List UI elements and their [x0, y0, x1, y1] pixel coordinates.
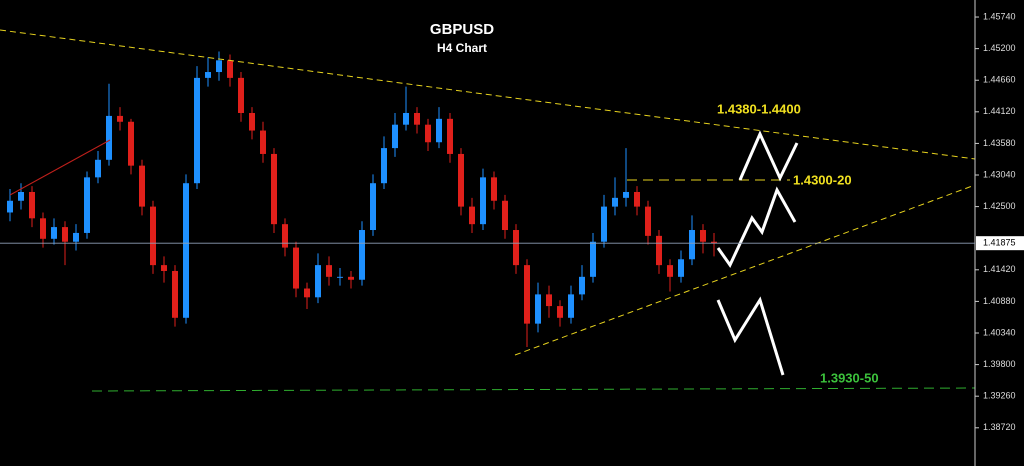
- y-tick-label: 1.43580: [983, 138, 1016, 148]
- candle-body: [447, 118, 453, 154]
- drawn-line: [9, 139, 111, 196]
- candle-body: [403, 112, 409, 125]
- candle-body: [623, 191, 629, 198]
- y-tick-label: 1.44660: [983, 75, 1016, 85]
- candle-body: [601, 206, 607, 242]
- candle-body: [634, 191, 640, 207]
- candle-body: [271, 153, 277, 225]
- candle-body: [337, 276, 343, 278]
- candle-body: [106, 115, 112, 160]
- y-tick-label: 1.40340: [983, 327, 1016, 337]
- candle-body: [282, 224, 288, 248]
- last-price-label: 1.41875: [983, 238, 1016, 248]
- candle-body: [73, 232, 79, 242]
- candle-body: [172, 270, 178, 318]
- candle-body: [150, 206, 156, 266]
- candle-body: [95, 159, 101, 178]
- candle-body: [249, 112, 255, 131]
- last-price-box: [976, 236, 1024, 251]
- candle-body: [656, 235, 662, 266]
- candle-body: [579, 276, 585, 295]
- candle-body: [370, 183, 376, 231]
- candle-body: [689, 230, 695, 260]
- candle-body: [62, 227, 68, 242]
- candle-body: [535, 294, 541, 324]
- candle-body: [216, 60, 222, 73]
- upper-trendline: [0, 29, 976, 160]
- candle-body: [238, 77, 244, 113]
- candle-body: [18, 191, 24, 201]
- candle-body: [612, 197, 618, 207]
- y-tick-label: 1.44120: [983, 106, 1016, 116]
- lower-trendline: [514, 184, 976, 356]
- candle-body: [480, 177, 486, 225]
- candle-body: [51, 227, 57, 239]
- candle-body: [139, 165, 145, 207]
- y-tick-label: 1.39800: [983, 359, 1016, 369]
- y-tick-label: 1.41420: [983, 264, 1016, 274]
- chart-title: GBPUSD: [430, 21, 494, 38]
- candle-body: [700, 230, 706, 242]
- candle-body: [161, 265, 167, 271]
- y-tick-label: 1.42500: [983, 201, 1016, 211]
- y-tick-label: 1.45200: [983, 43, 1016, 53]
- candle-body: [7, 200, 13, 213]
- candle-body: [304, 288, 310, 298]
- candle-body: [40, 218, 46, 239]
- candle-body: [711, 241, 717, 244]
- candle-body: [128, 121, 134, 166]
- y-tick-label: 1.45740: [983, 11, 1016, 21]
- candle-body: [667, 265, 673, 277]
- candle-body: [29, 191, 35, 219]
- candle-body: [436, 118, 442, 143]
- candle-body: [458, 153, 464, 207]
- candle-body: [513, 230, 519, 266]
- annotation: 1.4300-20: [793, 172, 852, 187]
- candle-body: [502, 200, 508, 231]
- y-tick-label: 1.43040: [983, 169, 1016, 179]
- candle-body: [315, 265, 321, 298]
- candle-body: [469, 206, 475, 225]
- projection-up: [738, 130, 799, 182]
- candle-body: [678, 259, 684, 277]
- candle-body: [590, 241, 596, 277]
- candle-body: [381, 148, 387, 184]
- candle-body: [568, 294, 574, 318]
- annotation: 1.4380-1.4400: [717, 101, 801, 116]
- candle-body: [194, 77, 200, 184]
- candle-body: [524, 265, 530, 324]
- candle-body: [546, 294, 552, 307]
- y-tick-label: 1.38720: [983, 422, 1016, 432]
- candle-body: [117, 115, 123, 122]
- candle-body: [260, 130, 266, 154]
- projection-down: [716, 296, 785, 376]
- candle-body: [392, 124, 398, 149]
- candle-body: [183, 183, 189, 318]
- candle-body: [425, 124, 431, 143]
- candle-body: [414, 112, 420, 125]
- candle-body: [359, 230, 365, 280]
- candle-body: [84, 177, 90, 233]
- chart-subtitle: H4 Chart: [437, 41, 487, 55]
- annotation: 1.3930-50: [820, 370, 879, 385]
- candle-body: [293, 247, 299, 289]
- projection-mid: [716, 186, 797, 268]
- support-line: [91, 387, 976, 392]
- plot-area: [7, 51, 717, 348]
- y-tick-label: 1.39260: [983, 391, 1016, 401]
- candle-body: [205, 72, 211, 78]
- candle-body: [227, 60, 233, 78]
- y-tick-label: 1.40880: [983, 296, 1016, 306]
- candle-body: [557, 306, 563, 318]
- candle-body: [491, 177, 497, 201]
- candle-body: [645, 206, 651, 236]
- candle-body: [348, 276, 354, 280]
- candle-body: [326, 265, 332, 277]
